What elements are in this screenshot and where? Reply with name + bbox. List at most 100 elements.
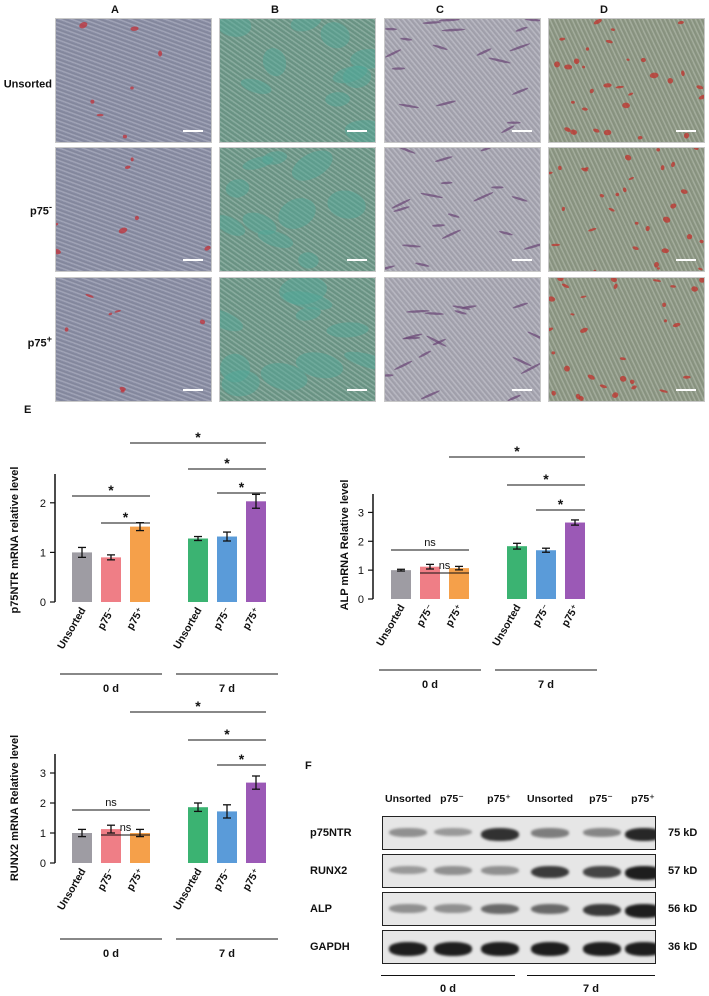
blot-band (434, 866, 472, 875)
group-line (527, 975, 655, 976)
micrograph-c-1 (384, 18, 541, 143)
bar (565, 522, 585, 599)
significance-label: * (224, 726, 230, 742)
bar (101, 829, 121, 863)
y-axis-label: ALP mRNA Relative level (339, 480, 351, 611)
scale-bar (347, 259, 367, 261)
group-label: 7 d (538, 679, 554, 691)
protein-label: RUNX2 (310, 865, 348, 877)
panel-f-letter: F (305, 760, 312, 772)
molecular-weight-label: 36 kD (668, 941, 698, 953)
chart-alp: 0 1 2 3 ALP mRNA Relative level Unsorted p75⁻ p… (339, 443, 597, 691)
category-label: p75⁺ (124, 606, 146, 632)
blot-band (583, 866, 621, 878)
bar (246, 782, 266, 863)
y-tick-label: 2 (358, 536, 364, 548)
micrograph-b-3 (219, 277, 376, 402)
blot-band (625, 942, 655, 956)
bar (130, 833, 150, 863)
column-label-b: B (271, 4, 279, 16)
micrograph-a-2 (55, 147, 212, 272)
scale-bar (512, 259, 532, 261)
blot-band (389, 828, 427, 837)
molecular-weight-label: 75 kD (668, 827, 698, 839)
blot-band (625, 828, 655, 842)
significance-label: * (123, 509, 129, 525)
y-tick-label: 1 (40, 547, 46, 559)
group-label: 0 d (422, 679, 438, 691)
y-tick-label: 2 (40, 498, 46, 510)
micrograph-a-3 (55, 277, 212, 402)
blot-band (583, 942, 621, 956)
bar (101, 557, 121, 602)
category-label: Unsorted (171, 867, 204, 913)
group-label: 0 d (103, 683, 119, 695)
group-label: 7 d (219, 683, 235, 695)
micrograph-d-3 (548, 277, 705, 402)
significance-label: ns (120, 822, 132, 834)
micrograph-c-3 (384, 277, 541, 402)
molecular-weight-label: 57 kD (668, 865, 698, 877)
group-label: 7 d (219, 948, 235, 960)
bar (536, 550, 556, 599)
column-label-d: D (600, 4, 608, 16)
row-label-unsorted: Unsorted (3, 78, 52, 91)
category-label: Unsorted (55, 606, 88, 652)
bar (420, 566, 440, 599)
bar-charts: 0 1 2 p75NTR mRNA relative level Unsorted p75… (9, 429, 597, 960)
protein-label: ALP (310, 903, 332, 915)
blot-band (434, 828, 472, 837)
column-label-a: A (111, 4, 119, 16)
scale-bar (183, 130, 203, 132)
y-tick-label: 1 (40, 828, 46, 840)
category-label: p75⁺ (240, 867, 262, 893)
chart-p75ntr: 0 1 2 p75NTR mRNA relative level Unsorted p75… (9, 429, 278, 695)
significance-label: ns (439, 560, 451, 572)
micrograph-c-2 (384, 147, 541, 272)
bar (72, 833, 92, 863)
micrograph-a-1 (55, 18, 212, 143)
category-label: p75⁻ (95, 606, 117, 632)
category-label: Unsorted (490, 603, 523, 649)
blot-band (625, 904, 655, 918)
scale-bar (512, 130, 532, 132)
lane-label: p75⁻ (589, 793, 613, 805)
blot-band (531, 828, 569, 838)
significance-label: * (558, 496, 564, 512)
micrograph-b-1 (219, 18, 376, 143)
significance-label: ns (424, 537, 436, 549)
protein-label: GAPDH (310, 941, 350, 953)
scale-bar (183, 389, 203, 391)
category-label: Unsorted (171, 606, 204, 652)
scale-bar (347, 130, 367, 132)
column-label-c: C (436, 4, 444, 16)
blot-band (531, 866, 569, 879)
bar (217, 536, 237, 602)
y-tick-label: 2 (40, 798, 46, 810)
panel-e-letter: E (24, 404, 32, 416)
row-label-p75-negative: p75- (29, 202, 52, 218)
y-axis-label: p75NTR mRNA relative level (9, 467, 21, 614)
blot-band (531, 942, 569, 956)
category-label: p75⁺ (240, 606, 262, 632)
blot-band (625, 866, 655, 880)
blot-band (389, 866, 427, 875)
blot-band (583, 904, 621, 917)
category-label: Unsorted (374, 603, 407, 649)
blot-band (481, 904, 519, 915)
blot-band (389, 942, 427, 956)
y-tick-label: 3 (358, 507, 364, 519)
y-axis-label: RUNX2 mRNA Relative level (9, 735, 21, 881)
lane-label: p75⁻ (440, 793, 464, 805)
blot-band (481, 866, 519, 875)
lane-label: Unsorted (527, 793, 574, 805)
scale-bar (676, 389, 696, 391)
bar (188, 807, 208, 863)
y-tick-label: 1 (358, 565, 364, 577)
chart-runx2: 0 1 2 3 RUNX2 mRNA Relative level Unsorted p75… (9, 698, 278, 960)
category-label: p75⁺ (559, 603, 581, 629)
category-label: p75⁻ (414, 603, 436, 629)
blot-strip (382, 892, 656, 926)
molecular-weight-label: 56 kD (668, 903, 698, 915)
bar (246, 501, 266, 602)
